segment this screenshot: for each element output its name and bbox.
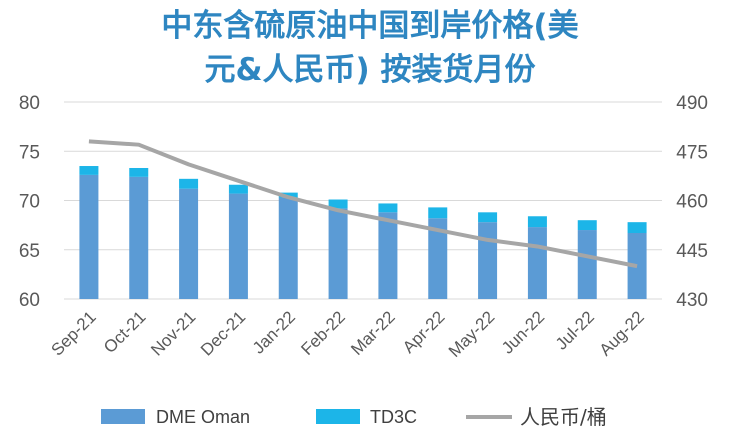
bar-dme-oman <box>228 193 248 299</box>
bar-dme-oman <box>179 188 199 299</box>
bar-td3c <box>577 220 597 231</box>
y-right-tick-label: 475 <box>676 142 708 163</box>
bar-dme-oman <box>328 208 348 299</box>
bar-td3c <box>278 192 298 198</box>
y-left-tick-label: 70 <box>19 192 40 213</box>
line-rmb-per-barrel <box>88 139 638 269</box>
bar-dme-oman <box>79 174 99 299</box>
x-tick-label: Nov-21 <box>147 307 199 359</box>
x-tick-label: Jun-22 <box>498 307 548 357</box>
x-tick-label: Apr-22 <box>399 307 449 357</box>
bar-dme-oman <box>527 227 547 299</box>
x-tick-label: Feb-22 <box>297 307 349 359</box>
bar-td3c <box>179 178 199 189</box>
chart-title: 中东含硫原油中国到岸价格(美 元&人民币) 按装货月份 <box>40 4 700 92</box>
y-left-tick-label: 65 <box>19 241 40 262</box>
bar-dme-oman <box>129 176 149 299</box>
bar-td3c <box>527 216 547 228</box>
bar-dme-oman <box>378 212 398 299</box>
bar-dme-oman <box>278 197 298 299</box>
y-right-tick-label: 430 <box>676 290 708 311</box>
x-tick-label: May-22 <box>445 307 499 361</box>
bar-td3c <box>627 222 647 234</box>
bar-td3c <box>129 167 149 177</box>
legend-swatch-dme-oman <box>101 409 145 424</box>
bar-dme-oman <box>577 230 597 299</box>
chart-title-line2: 元&人民币) 按装货月份 <box>204 52 536 88</box>
y-left-tick-label: 60 <box>19 290 40 311</box>
y-right-tick-label: 490 <box>676 93 708 114</box>
chart-title-line1: 中东含硫原油中国到岸价格(美 <box>161 8 579 44</box>
bar-td3c <box>378 203 398 213</box>
x-tick-label: Sep-21 <box>48 307 100 359</box>
y-right-tick-label: 445 <box>676 241 708 262</box>
x-tick-label: Mar-22 <box>347 307 399 359</box>
y-left-tick-label: 75 <box>19 142 40 163</box>
legend-swatch-td3c <box>316 409 360 424</box>
bar-td3c <box>228 184 248 194</box>
bar-dme-oman <box>428 218 448 299</box>
bar-dme-oman <box>478 222 498 299</box>
y-right-tick-label: 460 <box>676 192 708 213</box>
bar-td3c <box>478 212 498 223</box>
bar-td3c <box>428 207 448 219</box>
legend-label-dme-oman: DME Oman <box>156 407 250 427</box>
bar-td3c <box>79 166 99 175</box>
x-tick-label: Jul-22 <box>552 307 598 353</box>
x-tick-label: Oct-21 <box>100 307 150 357</box>
bar-td3c <box>328 199 348 209</box>
x-tick-label: Aug-22 <box>596 307 648 359</box>
legend-label-td3c: TD3C <box>370 407 417 427</box>
x-tick-label: Dec-21 <box>197 307 249 359</box>
legend-label-rmb: 人民币/桶 <box>520 405 607 429</box>
x-tick-label: Jan-22 <box>249 307 299 357</box>
y-left-tick-label: 80 <box>19 93 40 114</box>
